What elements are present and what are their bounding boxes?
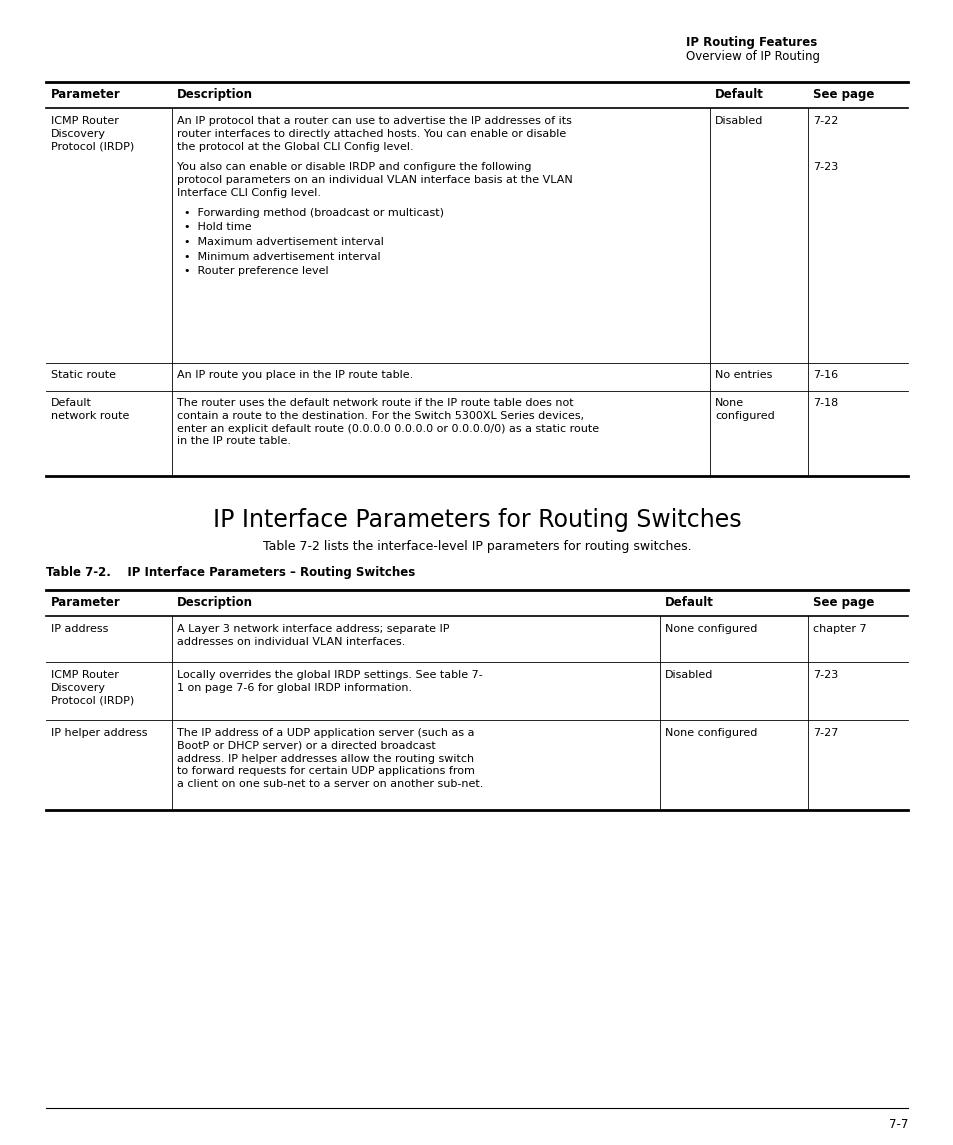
Text: Table 7-2.    IP Interface Parameters – Routing Switches: Table 7-2. IP Interface Parameters – Rou… (46, 566, 415, 579)
Text: 7-18: 7-18 (812, 398, 838, 408)
Text: See page: See page (812, 88, 874, 101)
Text: The router uses the default network route if the IP route table does not
contain: The router uses the default network rout… (177, 398, 598, 447)
Text: See page: See page (812, 597, 874, 609)
Text: Default: Default (714, 88, 763, 101)
Text: Table 7-2 lists the interface-level IP parameters for routing switches.: Table 7-2 lists the interface-level IP p… (262, 540, 691, 553)
Text: Static route: Static route (51, 370, 116, 380)
Text: 7-7: 7-7 (887, 1118, 907, 1131)
Text: •  Minimum advertisement interval: • Minimum advertisement interval (184, 252, 380, 261)
Text: •  Hold time: • Hold time (184, 222, 252, 232)
Text: None configured: None configured (664, 728, 757, 739)
Text: None
configured: None configured (714, 398, 774, 421)
Text: IP Routing Features: IP Routing Features (685, 35, 817, 49)
Text: The IP address of a UDP application server (such as a
BootP or DHCP server) or a: The IP address of a UDP application serv… (177, 728, 483, 789)
Text: An IP route you place in the IP route table.: An IP route you place in the IP route ta… (177, 370, 413, 380)
Text: Disabled: Disabled (664, 670, 713, 680)
Text: 7-27: 7-27 (812, 728, 838, 739)
Text: IP Interface Parameters for Routing Switches: IP Interface Parameters for Routing Swit… (213, 508, 740, 532)
Text: A Layer 3 network interface address; separate IP
addresses on individual VLAN in: A Layer 3 network interface address; sep… (177, 624, 449, 647)
Text: 7-16: 7-16 (812, 370, 838, 380)
Text: chapter 7: chapter 7 (812, 624, 865, 634)
Text: Parameter: Parameter (51, 597, 121, 609)
Text: IP address: IP address (51, 624, 109, 634)
Text: IP helper address: IP helper address (51, 728, 148, 739)
Text: Locally overrides the global IRDP settings. See table 7-
1 on page 7-6 for globa: Locally overrides the global IRDP settin… (177, 670, 482, 693)
Text: ICMP Router
Discovery
Protocol (IRDP): ICMP Router Discovery Protocol (IRDP) (51, 670, 134, 705)
Text: •  Router preference level: • Router preference level (184, 266, 328, 276)
Text: ICMP Router
Discovery
Protocol (IRDP): ICMP Router Discovery Protocol (IRDP) (51, 116, 134, 151)
Text: Overview of IP Routing: Overview of IP Routing (685, 50, 820, 63)
Text: Description: Description (177, 597, 253, 609)
Text: No entries: No entries (714, 370, 772, 380)
Text: 7-23: 7-23 (812, 670, 838, 680)
Text: •  Forwarding method (broadcast or multicast): • Forwarding method (broadcast or multic… (184, 208, 443, 218)
Text: Disabled: Disabled (714, 116, 762, 126)
Text: An IP protocol that a router can use to advertise the IP addresses of its
router: An IP protocol that a router can use to … (177, 116, 571, 151)
Text: •  Maximum advertisement interval: • Maximum advertisement interval (184, 237, 383, 247)
Text: None configured: None configured (664, 624, 757, 634)
Text: Description: Description (177, 88, 253, 101)
Text: Parameter: Parameter (51, 88, 121, 101)
Text: Default
network route: Default network route (51, 398, 130, 421)
Text: 7-23: 7-23 (812, 161, 838, 172)
Text: You also can enable or disable IRDP and configure the following
protocol paramet: You also can enable or disable IRDP and … (177, 161, 572, 198)
Text: 7-22: 7-22 (812, 116, 838, 126)
Text: Default: Default (664, 597, 713, 609)
